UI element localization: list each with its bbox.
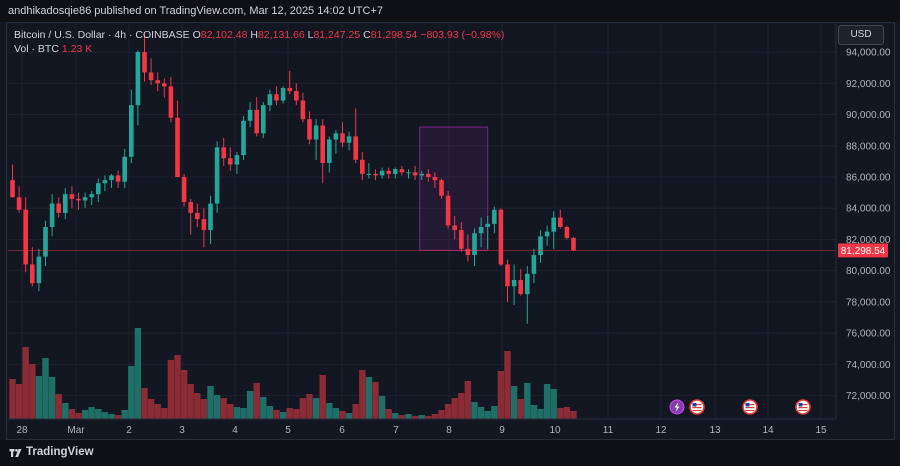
high-value: 82,131.66 xyxy=(257,29,305,41)
change-value: −803.93 (−0.98%) xyxy=(420,29,505,41)
currency-button[interactable]: USD xyxy=(838,25,884,45)
tradingview-logo-icon xyxy=(9,449,22,457)
ohlc-row: Bitcoin / U.S. Dollar · 4h · COINBASE O8… xyxy=(14,28,504,42)
volume-value: 1.23 K xyxy=(61,43,93,55)
high-label: H xyxy=(250,29,258,41)
open-label: O xyxy=(192,29,201,41)
volume-label[interactable]: Vol · BTC xyxy=(14,43,59,55)
volume-row: Vol · BTC 1.23 K xyxy=(14,42,504,56)
brand-name: TradingView xyxy=(26,446,94,458)
close-label: C xyxy=(363,29,371,41)
chart-frame[interactable] xyxy=(6,22,895,440)
footer-bar: TradingView xyxy=(0,440,900,466)
publisher-line: andhikadosqie86 published on TradingView… xyxy=(8,5,383,17)
close-value: 81,298.54 xyxy=(370,29,418,41)
symbol-label[interactable]: Bitcoin / U.S. Dollar · 4h · COINBASE xyxy=(14,29,190,41)
low-value: 81,247.25 xyxy=(313,29,361,41)
publisher-bar: andhikadosqie86 published on TradingView… xyxy=(0,0,900,22)
low-label: L xyxy=(307,29,314,41)
chart-legend: Bitcoin / U.S. Dollar · 4h · COINBASE O8… xyxy=(14,28,504,56)
open-value: 82,102.48 xyxy=(200,29,248,41)
